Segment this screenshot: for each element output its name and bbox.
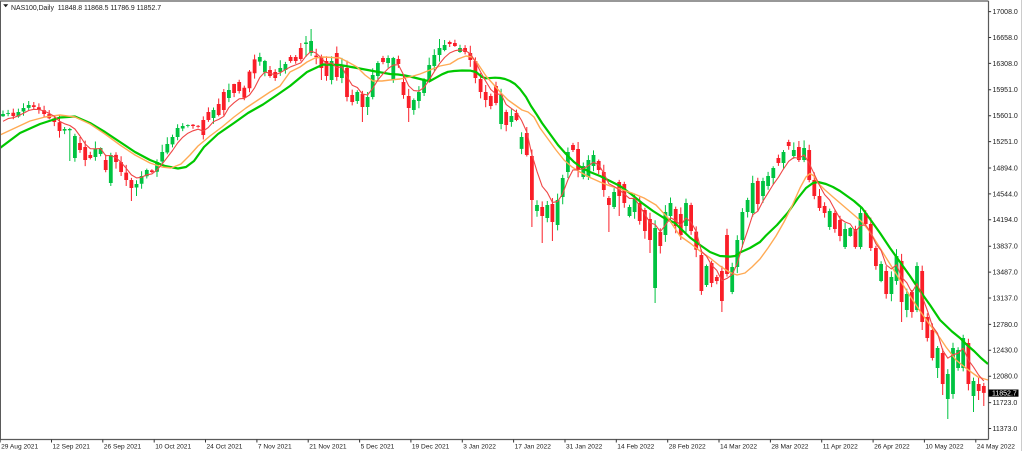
- svg-text:14894.0: 14894.0: [993, 165, 1018, 172]
- svg-text:17 Jan 2022: 17 Jan 2022: [515, 443, 552, 450]
- svg-text:28 Mar 2022: 28 Mar 2022: [771, 443, 808, 450]
- svg-text:14194.0: 14194.0: [993, 217, 1018, 224]
- svg-text:14 Mar 2022: 14 Mar 2022: [720, 443, 757, 450]
- svg-text:24 May 2022: 24 May 2022: [977, 443, 1015, 450]
- svg-text:15251.0: 15251.0: [993, 139, 1018, 146]
- svg-text:12 Sep 2021: 12 Sep 2021: [53, 443, 91, 450]
- svg-text:3 Jan 2022: 3 Jan 2022: [463, 443, 496, 450]
- svg-text:11373.0: 11373.0: [993, 426, 1018, 433]
- svg-text:17008.0: 17008.0: [993, 9, 1018, 16]
- svg-text:7 Nov 2021: 7 Nov 2021: [258, 443, 292, 450]
- svg-text:16658.0: 16658.0: [993, 35, 1018, 42]
- svg-text:12430.0: 12430.0: [993, 348, 1018, 355]
- svg-text:5 Dec 2021: 5 Dec 2021: [361, 443, 395, 450]
- svg-text:21 Nov 2021: 21 Nov 2021: [309, 443, 347, 450]
- svg-text:12080.0: 12080.0: [993, 374, 1018, 381]
- svg-text:29 Aug 2021: 29 Aug 2021: [1, 443, 38, 450]
- svg-text:14544.0: 14544.0: [993, 191, 1018, 198]
- svg-text:24 Oct 2021: 24 Oct 2021: [207, 443, 243, 450]
- svg-text:10 Oct 2021: 10 Oct 2021: [155, 443, 191, 450]
- svg-text:11723.0: 11723.0: [993, 400, 1018, 407]
- svg-text:15601.0: 15601.0: [993, 113, 1018, 120]
- svg-text:12780.0: 12780.0: [993, 322, 1018, 329]
- svg-text:11852.7: 11852.7: [992, 391, 1017, 398]
- svg-text:15951.0: 15951.0: [993, 87, 1018, 94]
- svg-text:13837.0: 13837.0: [993, 244, 1018, 251]
- svg-text:16308.0: 16308.0: [993, 61, 1018, 68]
- svg-text:11 Apr 2022: 11 Apr 2022: [823, 443, 858, 450]
- svg-text:10 May 2022: 10 May 2022: [925, 443, 963, 450]
- svg-text:NAS100,Daily 11848.8 11868.5: NAS100,Daily 11848.8 11868.5 11786.9 118…: [11, 5, 161, 12]
- svg-text:26 Sep 2021: 26 Sep 2021: [104, 443, 142, 450]
- svg-text:19 Dec 2021: 19 Dec 2021: [412, 443, 450, 450]
- svg-text:13487.0: 13487.0: [993, 270, 1018, 277]
- svg-text:13137.0: 13137.0: [993, 295, 1018, 302]
- svg-text:28 Feb 2022: 28 Feb 2022: [669, 443, 706, 450]
- svg-text:31 Jan 2022: 31 Jan 2022: [566, 443, 603, 450]
- svg-text:14 Feb 2022: 14 Feb 2022: [617, 443, 654, 450]
- svg-text:26 Apr 2022: 26 Apr 2022: [874, 443, 910, 450]
